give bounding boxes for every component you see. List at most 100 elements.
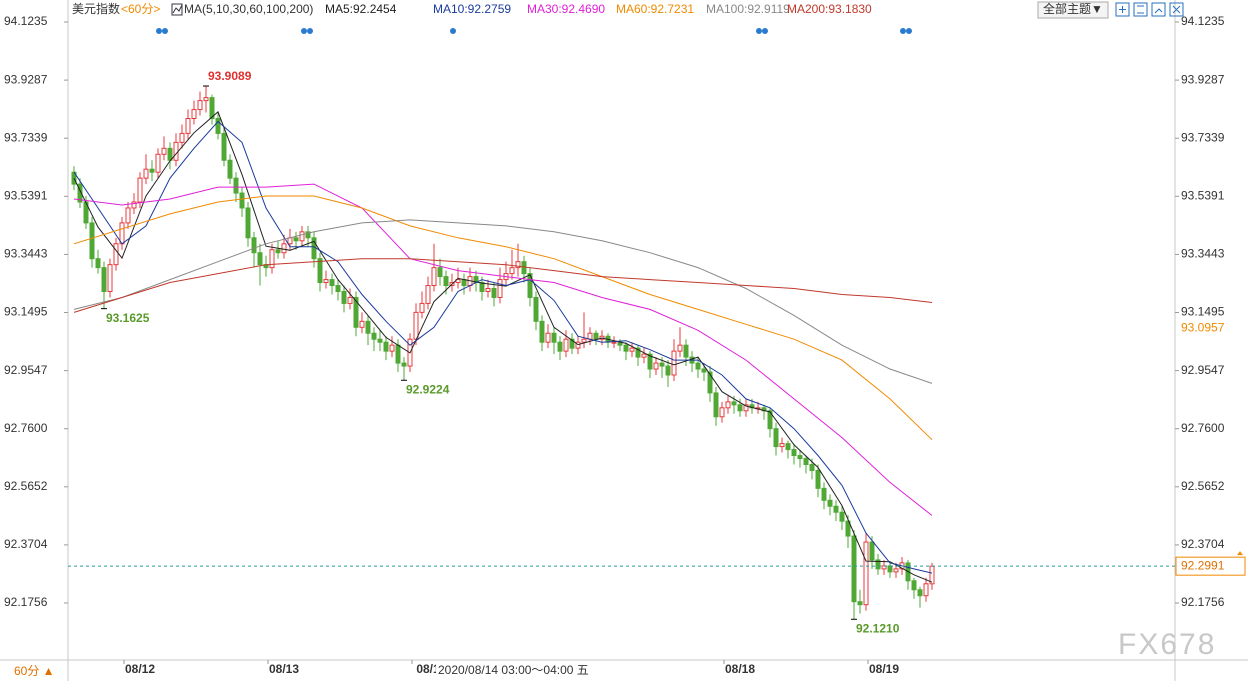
candle-body <box>149 168 155 173</box>
legend-entry: MA30:92.4690 <box>527 2 605 16</box>
candle-body <box>731 401 737 406</box>
candle-body <box>245 207 251 239</box>
y-tick-label: 92.7600 <box>4 421 48 435</box>
candle-body <box>827 499 833 507</box>
candle-body <box>815 469 821 489</box>
candle-body <box>791 449 797 457</box>
last-price-box <box>1175 556 1246 576</box>
candle-body <box>317 258 323 284</box>
candle-body <box>743 404 749 412</box>
ma-icon-line <box>172 4 183 14</box>
candle-body <box>737 404 743 412</box>
candle-body <box>719 407 725 418</box>
candle-body <box>305 231 311 239</box>
event-marker[interactable] <box>906 28 912 34</box>
legend: MA5:92.2454 MA10:92.2759 MA30:92.4690 MA60:… <box>325 2 872 16</box>
event-marker[interactable] <box>762 28 768 34</box>
candle-body <box>365 320 371 334</box>
ma-icon[interactable] <box>171 3 183 16</box>
toolbar-icons <box>1115 2 1184 17</box>
y-tick-label-right: 94.1235 <box>1181 14 1225 28</box>
candle-body <box>533 296 539 322</box>
tool-icon[interactable] <box>1115 2 1130 17</box>
candle-body <box>443 276 449 287</box>
candle-body <box>143 168 149 179</box>
candle-body <box>437 267 443 278</box>
candle-body <box>101 267 107 292</box>
candle-body <box>455 279 461 284</box>
candle-body <box>713 392 719 418</box>
candle-body <box>623 344 629 352</box>
legend-entry: MA60:92.7231 <box>616 2 694 16</box>
candle-body <box>575 341 581 349</box>
candle-body <box>191 109 197 120</box>
candle-body <box>659 362 665 367</box>
candle-body <box>359 320 365 328</box>
x-tick-label: 08/12 <box>125 662 155 676</box>
event-marker[interactable] <box>307 28 313 34</box>
y-tick-label-right: 92.9547 <box>1181 363 1225 377</box>
period-button[interactable] <box>0 662 67 681</box>
y-tick-label-right: 93.1495 <box>1181 305 1225 319</box>
candle-body <box>839 511 845 522</box>
legend-entry: MA200:93.1830 <box>787 2 872 16</box>
candle-body <box>227 159 233 179</box>
extreme-label: 92.1210 <box>856 621 900 635</box>
candle-body <box>299 231 305 242</box>
candle-body <box>521 261 527 275</box>
tool-glyphs <box>1119 5 1181 14</box>
tooltip-bg <box>436 662 598 679</box>
ma-line <box>73 195 933 441</box>
last-price-arrow <box>1237 551 1243 556</box>
candle-body <box>329 279 335 287</box>
candle-body <box>779 443 785 448</box>
y-tick-label-right: 92.3704 <box>1181 537 1225 551</box>
candle-body <box>641 353 647 358</box>
y-tick-label: 93.9287 <box>4 72 48 86</box>
candle-body <box>647 353 653 370</box>
candle-body <box>257 252 263 266</box>
legend-entry: MA10:92.2759 <box>433 2 511 16</box>
candle-body <box>707 371 713 394</box>
tooltip: 2020/08/14 03:00～04:00 五 <box>438 663 589 677</box>
candle-body <box>413 311 419 340</box>
theme-button[interactable] <box>1037 1 1109 19</box>
tool-icon[interactable] <box>1133 2 1148 17</box>
event-marker[interactable] <box>162 28 168 34</box>
candle-body <box>395 344 401 364</box>
candle-body <box>281 243 287 254</box>
ref-price-label: 93.0957 <box>1181 321 1225 335</box>
ma-params: MA(5,10,30,60,100,200) <box>184 2 313 16</box>
candle-body <box>233 177 239 194</box>
candle-body <box>869 541 875 561</box>
candle-body <box>197 100 203 111</box>
tool-icon[interactable] <box>1169 2 1184 17</box>
candle-body <box>485 288 491 292</box>
tool-icon[interactable] <box>1151 2 1166 17</box>
candle-body <box>353 296 359 328</box>
event-marker[interactable] <box>301 28 307 34</box>
theme-button-label: 全部主题▼ <box>1043 1 1103 16</box>
candle-body <box>803 458 809 465</box>
event-marker[interactable] <box>756 28 762 34</box>
candle-body <box>215 118 221 134</box>
candle-body <box>887 565 893 573</box>
candle-body <box>539 320 545 343</box>
event-marker[interactable] <box>450 28 456 34</box>
event-marker[interactable] <box>900 28 906 34</box>
y-tick-label-right: 93.5391 <box>1181 188 1225 202</box>
candle-body <box>833 505 839 513</box>
last-price-label: 92.2991 <box>1181 558 1225 572</box>
candle-body <box>653 362 659 370</box>
candle-body <box>71 171 77 185</box>
candle-body <box>203 97 209 102</box>
candle-body <box>77 183 83 203</box>
y-tick-label-right: 93.9287 <box>1181 72 1225 86</box>
candle-body <box>857 601 863 606</box>
candle-body <box>341 290 347 304</box>
candle-body <box>587 332 593 340</box>
candle-body <box>545 332 551 343</box>
candle-body <box>593 332 599 340</box>
event-marker[interactable] <box>156 28 162 34</box>
